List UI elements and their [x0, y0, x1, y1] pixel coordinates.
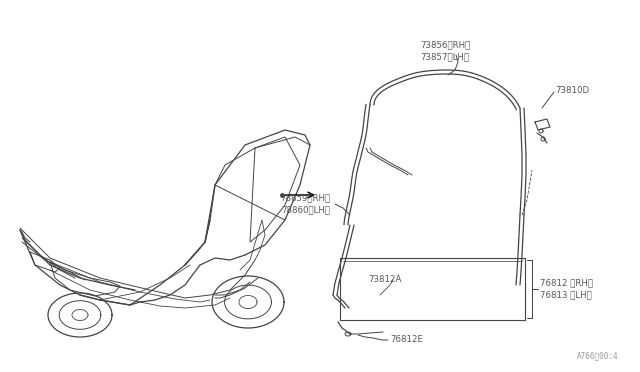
Text: 78859（RH）: 78859（RH）	[280, 193, 330, 202]
Text: 73857（LH）: 73857（LH）	[420, 52, 469, 61]
Text: A766，00:4: A766，00:4	[577, 351, 618, 360]
Text: 76813 （LH）: 76813 （LH）	[540, 291, 592, 299]
Text: 73812A: 73812A	[368, 276, 401, 285]
Text: 73856（RH）: 73856（RH）	[420, 41, 470, 49]
Text: 73810D: 73810D	[555, 86, 589, 94]
Text: 76812 （RH）: 76812 （RH）	[540, 279, 593, 288]
Text: 78860（LH）: 78860（LH）	[281, 205, 330, 215]
Text: 76812E: 76812E	[390, 336, 423, 344]
